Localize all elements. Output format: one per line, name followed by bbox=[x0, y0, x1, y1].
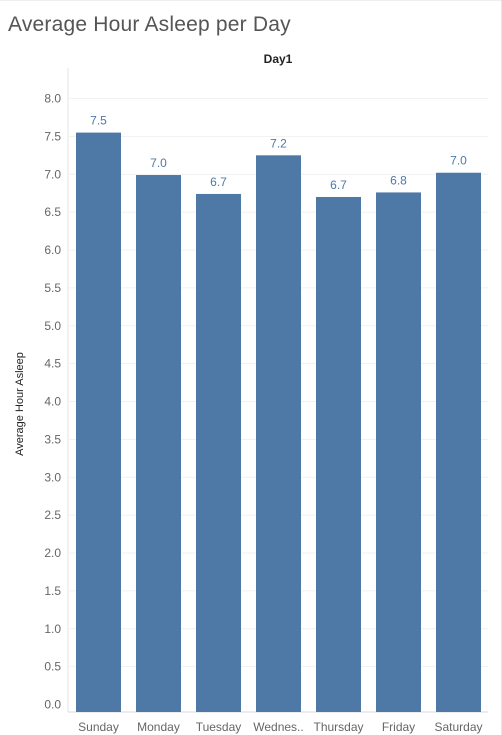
y-tick-label: 4.5 bbox=[44, 357, 61, 371]
y-tick-label: 7.0 bbox=[44, 167, 61, 181]
y-tick-label: 6.0 bbox=[44, 243, 61, 257]
y-tick-label: 7.5 bbox=[44, 129, 61, 143]
bar-value-label: 7.2 bbox=[270, 136, 287, 150]
y-tick-label: 3.5 bbox=[44, 432, 61, 446]
y-tick-label: 2.5 bbox=[44, 508, 61, 522]
bar-value-label: 7.5 bbox=[90, 114, 107, 128]
column-header: Day1 bbox=[263, 52, 293, 66]
bar-value-label: 6.8 bbox=[390, 173, 407, 187]
bar bbox=[136, 175, 181, 712]
bar-value-label: 7.0 bbox=[150, 156, 167, 170]
y-tick-label: 8.0 bbox=[44, 92, 61, 106]
x-category-label: Tuesday bbox=[196, 720, 242, 734]
x-category-label: Monday bbox=[137, 720, 180, 734]
x-category-label: Friday bbox=[382, 720, 415, 734]
y-tick-label: 6.5 bbox=[44, 205, 61, 219]
x-category-label: Sunday bbox=[78, 720, 119, 734]
bar bbox=[376, 192, 421, 712]
y-tick-label: 1.0 bbox=[44, 622, 61, 636]
bar bbox=[76, 132, 121, 712]
category-labels: Sunday Monday Tuesday Wednes.. Thursday Frida… bbox=[78, 720, 482, 734]
bars bbox=[76, 132, 481, 713]
bar-value-label: 6.7 bbox=[210, 175, 227, 189]
chart-title: Average Hour Asleep per Day bbox=[8, 13, 291, 36]
value-labels: 7.5 7.0 6.7 7.2 6.7 6.8 7.0 bbox=[90, 114, 467, 192]
y-tick-label: 5.0 bbox=[44, 319, 61, 333]
bar-value-label: 6.7 bbox=[330, 178, 347, 192]
bar-value-label: 7.0 bbox=[450, 154, 467, 168]
bar bbox=[316, 196, 361, 713]
y-tick-label: 2.0 bbox=[44, 546, 61, 560]
y-tick-label: 5.5 bbox=[44, 281, 61, 295]
y-tick-label: 0.0 bbox=[44, 698, 61, 712]
x-category-label: Saturday bbox=[434, 720, 482, 734]
y-tick-label: 1.5 bbox=[44, 584, 61, 598]
top-border bbox=[0, 0, 502, 1]
y-tick-label: 4.0 bbox=[44, 395, 61, 409]
x-category-label: Wednes.. bbox=[253, 720, 303, 734]
y-tick-label: 3.0 bbox=[44, 470, 61, 484]
bar bbox=[436, 172, 481, 713]
x-category-label: Thursday bbox=[313, 720, 363, 734]
y-tick-label: 0.5 bbox=[44, 660, 61, 674]
bar bbox=[196, 193, 241, 712]
bar bbox=[256, 155, 301, 712]
y-axis-ticks: 0.0 0.5 1.0 1.5 2.0 2.5 3.0 3.5 4.0 4.5 5.0 5.5 6.0 6… bbox=[44, 92, 61, 712]
